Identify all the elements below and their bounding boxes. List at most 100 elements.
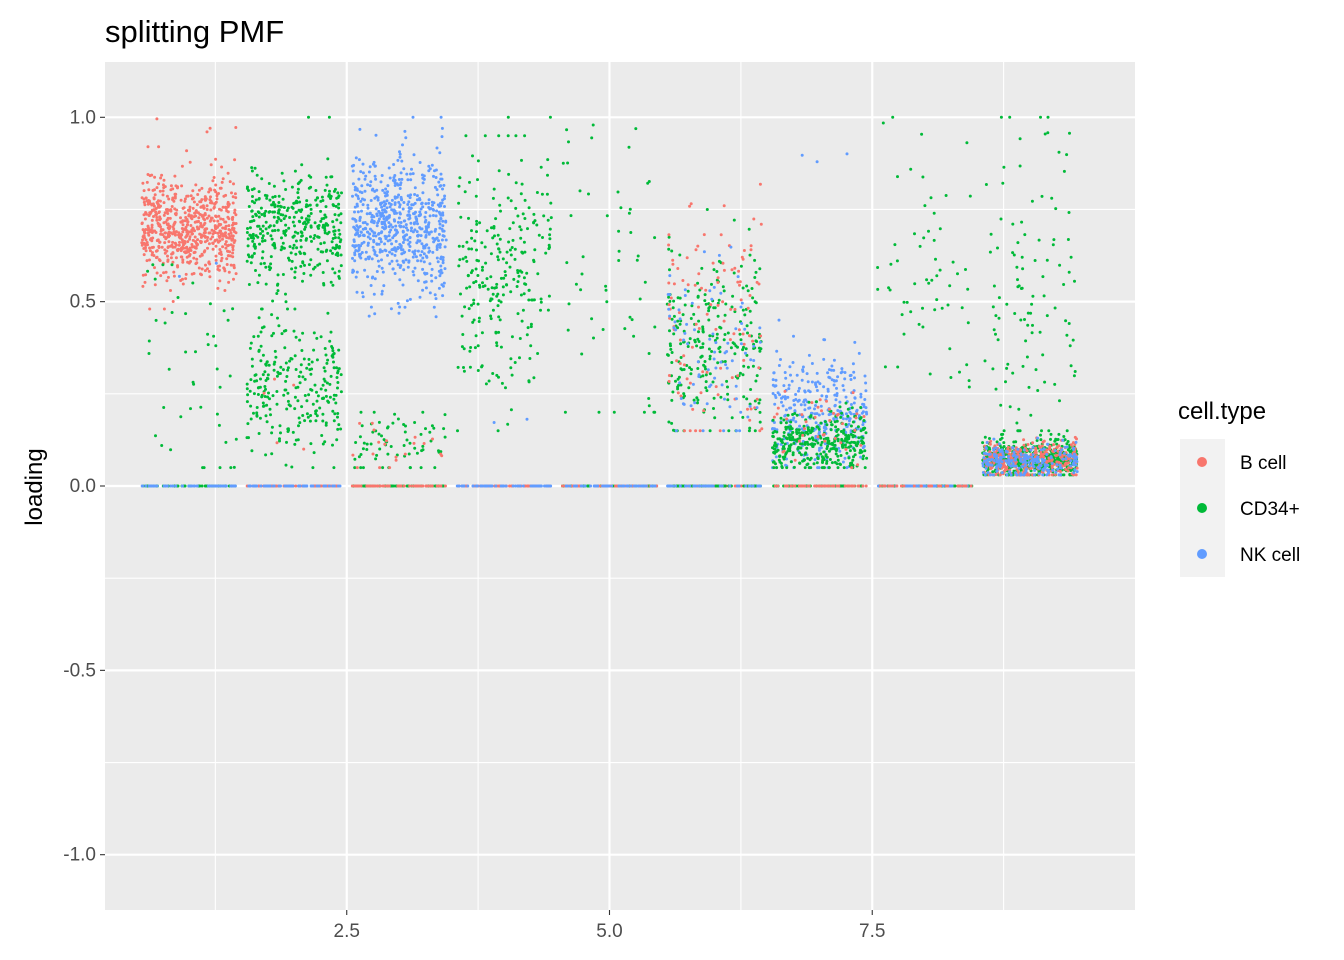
data-point (777, 364, 781, 367)
data-point (713, 416, 717, 420)
data-point (386, 184, 390, 188)
data-point (187, 250, 191, 254)
data-point (199, 240, 203, 244)
data-point (248, 226, 252, 230)
data-point (266, 231, 270, 235)
data-point (397, 216, 401, 220)
data-point (396, 247, 400, 251)
data-point (150, 223, 154, 227)
data-point (195, 261, 199, 265)
data-point (694, 429, 698, 433)
data-point (700, 266, 704, 270)
data-point (250, 169, 254, 173)
data-point (315, 358, 319, 362)
data-point (374, 234, 378, 238)
data-point (788, 365, 792, 369)
data-point (328, 382, 332, 386)
data-point (301, 260, 305, 264)
data-point (416, 249, 420, 253)
data-point (217, 423, 221, 427)
data-point (604, 284, 608, 288)
data-point (419, 466, 423, 470)
data-point (488, 484, 492, 488)
data-point (142, 200, 146, 204)
data-point (214, 244, 218, 248)
data-point (707, 309, 711, 313)
data-point (375, 270, 379, 273)
data-point (404, 223, 408, 227)
data-point (569, 214, 573, 218)
data-point (499, 276, 503, 280)
data-point (859, 395, 863, 399)
data-point (305, 199, 309, 203)
data-point (155, 271, 159, 275)
data-point (441, 213, 445, 217)
data-point (774, 455, 778, 459)
data-point (265, 420, 269, 424)
data-point (166, 254, 169, 258)
data-point (726, 392, 730, 396)
data-point (676, 377, 680, 381)
data-point (380, 434, 383, 438)
data-point (398, 224, 402, 228)
data-point (755, 280, 759, 284)
data-point (627, 211, 631, 215)
data-point (153, 175, 157, 179)
data-point (725, 350, 729, 353)
data-point (391, 179, 395, 182)
data-point (500, 381, 504, 385)
data-point (421, 256, 425, 260)
data-point (844, 401, 848, 405)
data-point (382, 227, 386, 231)
data-point (432, 201, 436, 205)
data-point (964, 484, 968, 488)
data-point (167, 197, 171, 201)
data-point (325, 361, 329, 365)
data-point (748, 404, 752, 408)
data-point (396, 417, 400, 421)
data-point (331, 443, 334, 447)
data-point (457, 264, 461, 268)
data-point (510, 246, 514, 249)
data-point (331, 246, 335, 250)
data-point (142, 189, 146, 193)
data-point (514, 206, 518, 210)
data-point (799, 446, 803, 450)
data-point (375, 242, 379, 246)
data-point (548, 115, 552, 119)
data-point (814, 400, 818, 404)
data-point (825, 459, 829, 463)
data-point (380, 266, 384, 270)
data-point (696, 398, 700, 402)
data-point (296, 231, 300, 235)
data-point (758, 182, 762, 186)
data-point (752, 347, 756, 350)
data-point (162, 307, 166, 311)
data-point (167, 225, 171, 229)
data-point (253, 246, 257, 250)
data-point (965, 141, 969, 145)
data-point (561, 484, 564, 488)
data-point (298, 338, 302, 342)
data-point (277, 324, 281, 328)
data-point (605, 484, 609, 488)
data-point (222, 194, 226, 198)
data-point (829, 428, 833, 432)
data-point (316, 394, 320, 398)
data-point (850, 484, 854, 488)
data-point (309, 207, 313, 211)
data-point (388, 230, 392, 234)
data-point (370, 188, 374, 192)
data-point (775, 412, 779, 416)
data-point (173, 241, 177, 245)
data-point (755, 374, 759, 378)
data-point (396, 263, 400, 267)
data-point (442, 281, 446, 285)
data-point (748, 309, 752, 313)
data-point (492, 226, 496, 230)
data-point (314, 409, 318, 413)
data-point (685, 256, 689, 260)
data-point (435, 256, 439, 260)
data-point (750, 287, 754, 290)
data-point (390, 259, 394, 263)
